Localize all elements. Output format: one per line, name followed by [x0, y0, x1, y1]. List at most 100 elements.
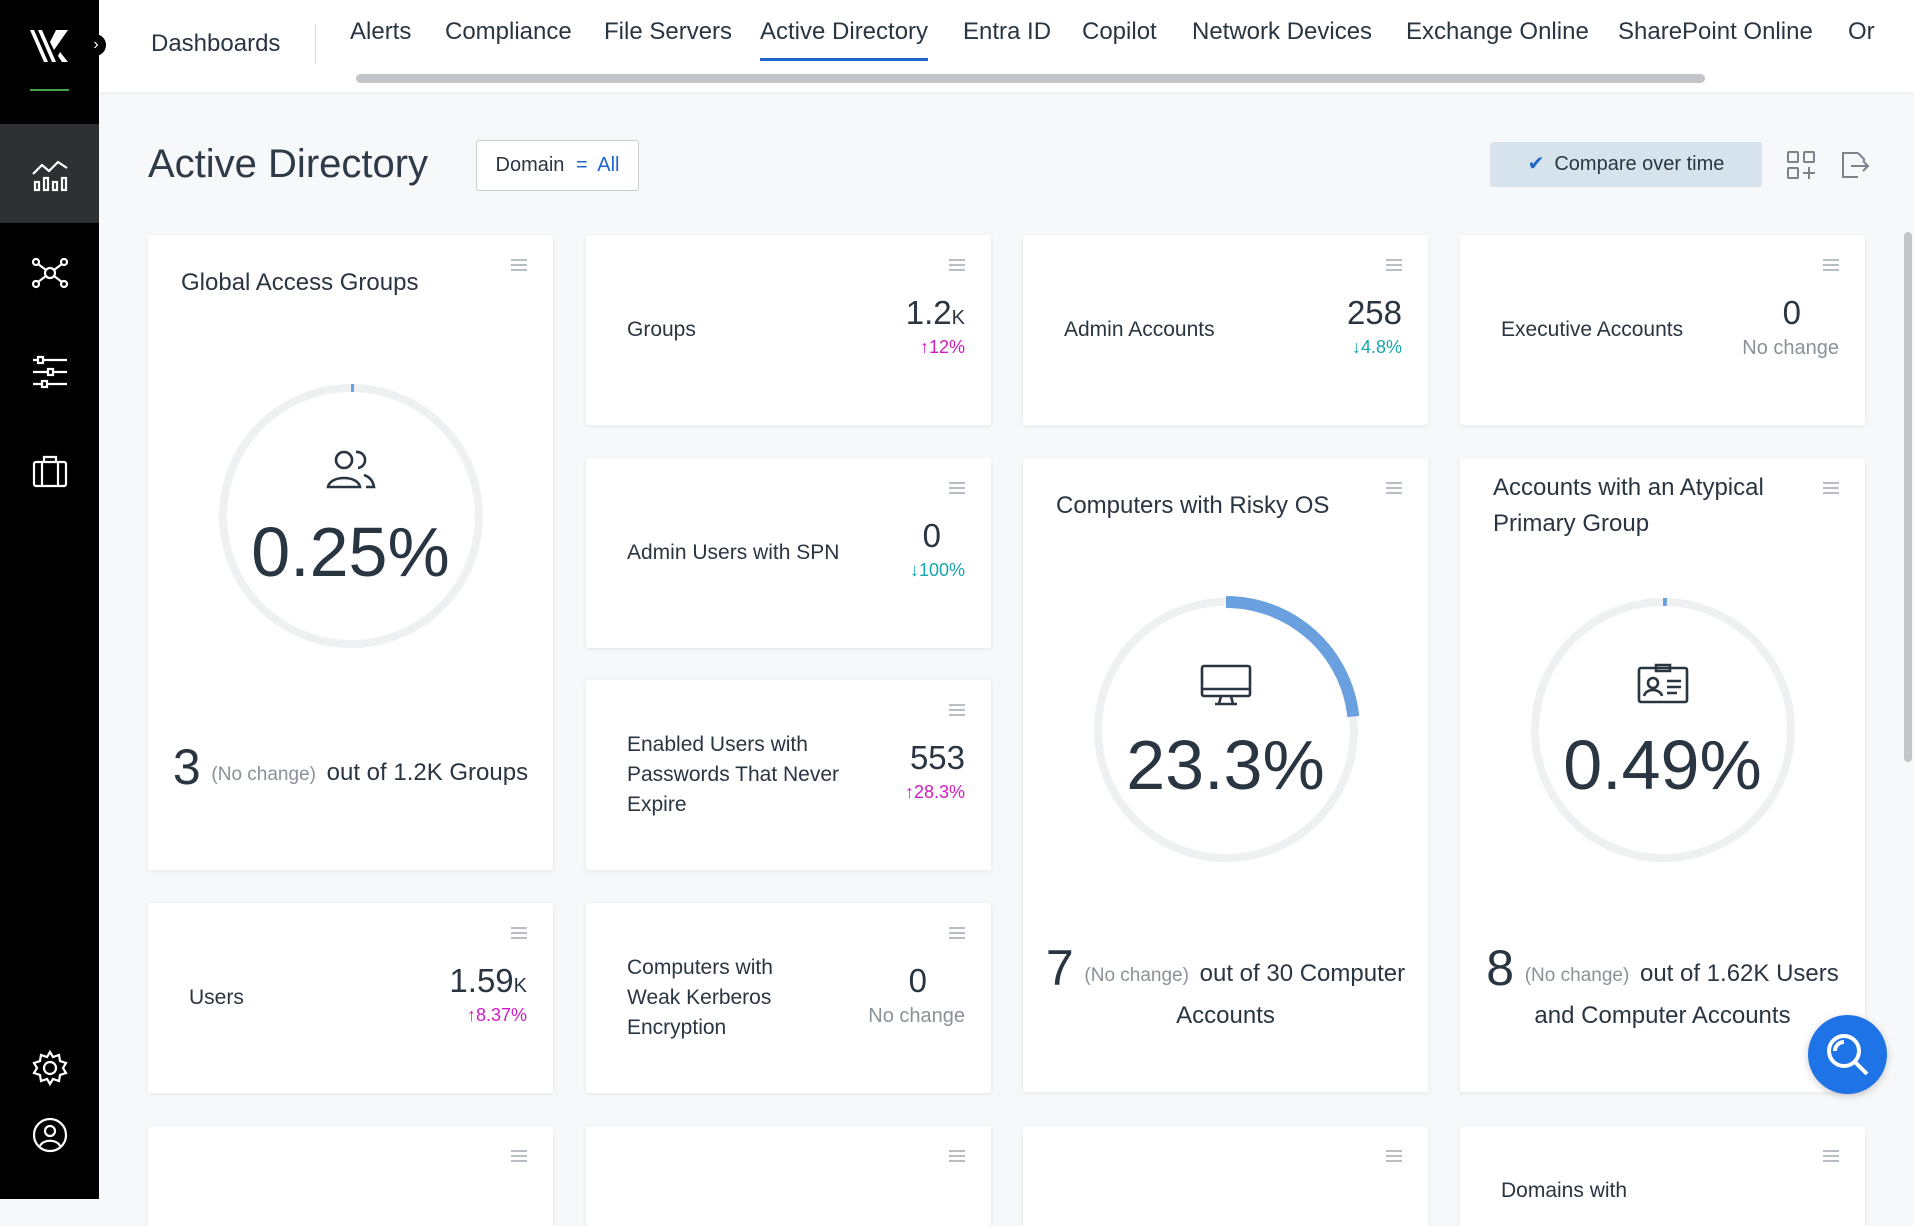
page-scrollbar[interactable] — [1904, 232, 1912, 762]
tab-entra-id[interactable]: Entra ID — [963, 18, 1052, 45]
dashboards-menu[interactable]: Dashboards — [151, 30, 281, 57]
arrow-down-icon: ↓ — [1351, 337, 1361, 357]
card-menu-icon[interactable] — [511, 259, 527, 271]
card-menu-icon[interactable] — [1823, 259, 1839, 271]
users-group-icon — [325, 450, 376, 489]
tab-exchange-online[interactable]: Exchange Online — [1406, 18, 1589, 45]
card-menu-icon[interactable] — [511, 927, 527, 939]
sidebar-item-profile[interactable] — [0, 1085, 99, 1184]
compare-label: Compare over time — [1554, 153, 1725, 175]
card-weak-kerberos: Computers with Weak Kerberos Encryption … — [586, 903, 991, 1093]
change-text: (No change) — [1524, 965, 1630, 986]
logo-underline — [30, 89, 69, 91]
tab-compliance[interactable]: Compliance — [445, 18, 572, 45]
export-icon[interactable] — [1838, 149, 1870, 181]
sidebar-item-settings[interactable] — [0, 1018, 99, 1117]
arrow-up-icon: ↑ — [904, 782, 914, 802]
card-footer: 3 (No change) out of 1.2K Groups — [148, 742, 553, 795]
card-menu-icon[interactable] — [511, 1150, 527, 1162]
stat-delta: ↑8.37% — [467, 1005, 527, 1026]
card-users: Users 1.59K ↑8.37% — [148, 903, 553, 1093]
tab-network-devices[interactable]: Network Devices — [1192, 18, 1373, 45]
stat-label: Groups — [627, 318, 696, 341]
change-text: (No change) — [211, 764, 316, 785]
count-value: 3 — [172, 739, 201, 795]
change-text: (No change) — [1084, 965, 1189, 986]
tab-copilot[interactable]: Copilot — [1082, 18, 1157, 45]
card-title: Accounts with an Atypical Primary Group — [1493, 470, 1764, 542]
card-menu-icon[interactable] — [1386, 259, 1402, 271]
stat-value: 1.59K — [449, 962, 527, 1000]
card-partial — [586, 1126, 991, 1226]
stat-value: 0 — [908, 962, 927, 999]
stat-delta: ↑28.3% — [905, 782, 965, 803]
stat-delta: ↓100% — [910, 560, 965, 581]
sidebar-item-filters[interactable] — [0, 322, 99, 421]
card-menu-icon[interactable] — [949, 1150, 965, 1162]
card-menu-icon[interactable] — [1386, 482, 1402, 494]
stat-delta: ↓4.8% — [1352, 337, 1402, 358]
domain-filter-eq: = — [576, 154, 588, 176]
domain-filter-label: Domain — [495, 154, 565, 176]
domain-filter[interactable]: Domain = All — [476, 140, 639, 191]
label-line: Weak Kerberos — [627, 986, 772, 1009]
tab-overflow[interactable]: Or — [1848, 18, 1875, 45]
stat-number: 1.2 — [905, 294, 952, 331]
card-menu-icon[interactable] — [1386, 1150, 1402, 1162]
stat-delta: No change — [868, 1005, 965, 1027]
search-button[interactable] — [1808, 1015, 1887, 1094]
title-line: Accounts with an Atypical — [1493, 474, 1764, 501]
count-value: 8 — [1486, 940, 1515, 996]
stat-value: 0 — [1782, 294, 1801, 331]
label-line: Computers with — [627, 956, 773, 979]
add-widget-icon[interactable] — [1785, 149, 1817, 181]
top-divider — [315, 24, 316, 64]
tab-active-directory[interactable]: Active Directory — [760, 18, 929, 61]
card-footer: 8 (No change) out of 1.62K Users and Com… — [1460, 943, 1865, 1036]
card-menu-icon[interactable] — [949, 927, 965, 939]
count-value: 7 — [1045, 940, 1074, 996]
network-nodes-icon — [31, 257, 68, 288]
card-footer: 7 (No change) out of 30 Computer Account… — [1023, 943, 1428, 1036]
stat-delta: ↑12% — [920, 337, 965, 358]
stat-unit: K — [513, 975, 527, 997]
expand-sidebar-chevron-icon[interactable]: › — [86, 34, 106, 56]
sidebar-item-dashboards[interactable] — [0, 124, 99, 223]
gear-icon — [31, 1049, 68, 1086]
tab-file-servers[interactable]: File Servers — [604, 18, 733, 45]
id-card-icon — [1637, 663, 1688, 704]
card-menu-icon[interactable] — [949, 259, 965, 271]
card-groups: Groups 1.2K ↑12% — [586, 235, 991, 425]
stat-value: 258 — [1346, 294, 1402, 331]
card-menu-icon[interactable] — [949, 704, 965, 716]
sidebar-item-briefcase[interactable] — [0, 421, 99, 520]
dashboard-chart-icon — [31, 160, 68, 191]
delta-value: 28.3% — [913, 782, 965, 802]
stat-label: Executive Accounts — [1501, 318, 1684, 341]
card-global-access-groups: Global Access Groups 0.25% 3 (No change)… — [148, 235, 553, 870]
sidebar-item-graph[interactable] — [0, 223, 99, 322]
card-atypical-primary-group: Accounts with an Atypical Primary Group … — [1460, 458, 1865, 1092]
card-admin-accounts: Admin Accounts 258 ↓4.8% — [1023, 235, 1428, 425]
stat-delta: No change — [1742, 337, 1839, 359]
label-line: Passwords That Never — [627, 763, 840, 786]
tab-alerts[interactable]: Alerts — [350, 18, 412, 45]
out-of-text: out of 1.2K Groups — [326, 759, 529, 786]
card-partial — [148, 1126, 553, 1226]
brand-logo[interactable] — [26, 26, 72, 66]
card-partial — [1023, 1126, 1428, 1226]
label-line: Encryption — [627, 1016, 727, 1039]
card-menu-icon[interactable] — [1823, 482, 1839, 494]
card-menu-icon[interactable] — [949, 482, 965, 494]
arrow-down-icon: ↓ — [909, 560, 919, 580]
tab-sharepoint-online[interactable]: SharePoint Online — [1618, 18, 1813, 45]
stat-label: Admin Users with SPN — [627, 541, 840, 564]
stat-label: Users — [189, 986, 244, 1009]
delta-value: 8.37% — [475, 1005, 527, 1025]
tabs-scrollbar[interactable] — [356, 74, 1705, 83]
stat-value: 553 — [909, 739, 965, 776]
top-navigation: Dashboards Alerts Compliance File Server… — [99, 0, 1914, 92]
search-icon — [1826, 1033, 1868, 1075]
card-menu-icon[interactable] — [1823, 1150, 1839, 1162]
compare-over-time-button[interactable]: ✔ Compare over time — [1490, 142, 1762, 187]
